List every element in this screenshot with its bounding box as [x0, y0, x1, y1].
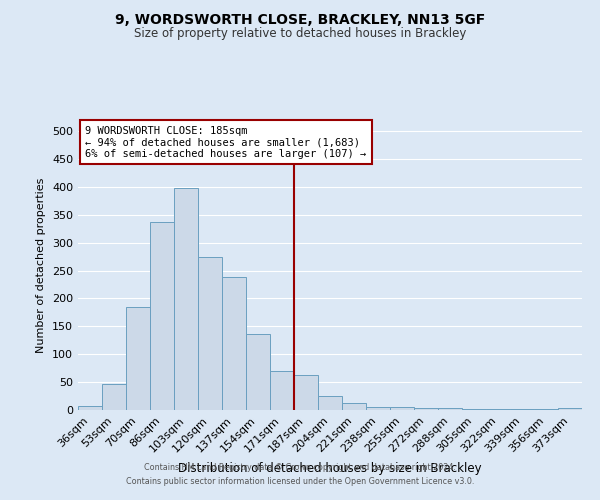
Bar [462, 409, 486, 410]
Bar [126, 307, 150, 410]
Bar [438, 408, 462, 410]
Bar [342, 404, 366, 410]
Text: 9, WORDSWORTH CLOSE, BRACKLEY, NN13 5GF: 9, WORDSWORTH CLOSE, BRACKLEY, NN13 5GF [115, 12, 485, 26]
Text: Contains HM Land Registry data © Crown copyright and database right 2024.: Contains HM Land Registry data © Crown c… [144, 464, 456, 472]
X-axis label: Distribution of detached houses by size in Brackley: Distribution of detached houses by size … [178, 462, 482, 475]
Bar [318, 396, 342, 410]
Bar [414, 408, 438, 410]
Text: Size of property relative to detached houses in Brackley: Size of property relative to detached ho… [134, 28, 466, 40]
Bar [390, 407, 414, 410]
Bar [294, 375, 318, 410]
Bar [222, 278, 246, 410]
Bar [198, 256, 222, 410]
Text: Contains public sector information licensed under the Open Government Licence v3: Contains public sector information licen… [126, 477, 474, 486]
Bar [174, 188, 198, 410]
Y-axis label: Number of detached properties: Number of detached properties [37, 178, 46, 352]
Bar [270, 371, 294, 410]
Bar [558, 408, 582, 410]
Bar [486, 409, 510, 410]
Text: 9 WORDSWORTH CLOSE: 185sqm
← 94% of detached houses are smaller (1,683)
6% of se: 9 WORDSWORTH CLOSE: 185sqm ← 94% of deta… [85, 126, 367, 159]
Bar [102, 384, 126, 410]
Bar [78, 406, 102, 410]
Bar [246, 334, 270, 410]
Bar [150, 222, 174, 410]
Bar [366, 406, 390, 410]
